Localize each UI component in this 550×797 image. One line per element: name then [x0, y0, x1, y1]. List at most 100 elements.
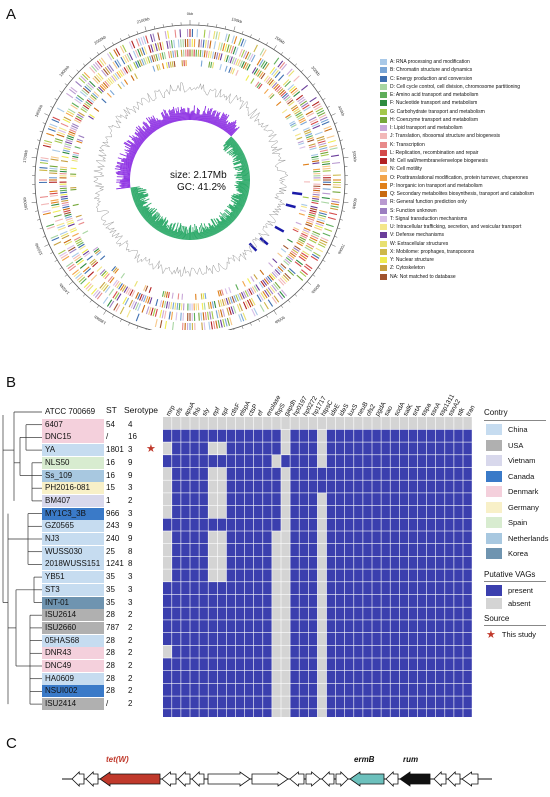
cds-mark [226, 34, 231, 43]
cds-mark [309, 209, 317, 213]
gc-skew-bar [223, 212, 234, 222]
scale-tick [136, 325, 139, 329]
cog-swatch [380, 273, 387, 280]
cds-mark [255, 69, 261, 76]
gc-skew-bar [200, 231, 203, 239]
vag-cell [190, 455, 199, 468]
cds-mark [329, 147, 338, 151]
gc-skew-bar [184, 227, 187, 240]
vag-cell [235, 683, 245, 696]
cds-mark [262, 291, 268, 299]
strain-st: 35 [106, 597, 115, 607]
cds-mark [111, 75, 117, 82]
cds-mark [330, 207, 339, 211]
vag-cell [244, 442, 254, 455]
vag-cell [445, 417, 454, 430]
cds-mark [78, 276, 86, 283]
gc-skew-bar [206, 108, 212, 123]
gc-skew-bar [165, 228, 169, 235]
vag-cell [372, 455, 381, 468]
cds-mark [223, 298, 227, 306]
vag-cell [354, 505, 363, 518]
strain-st: / [106, 432, 109, 442]
cds-mark [231, 35, 235, 44]
vag-cell [335, 429, 345, 442]
vag-cell [281, 607, 290, 620]
cds-mark [299, 119, 307, 124]
vag-cell [326, 594, 336, 607]
vag-cell [426, 709, 436, 717]
vag-cell [445, 645, 454, 658]
vag-cell [399, 442, 409, 455]
cds-mark [73, 119, 81, 124]
cds-mark [143, 57, 147, 65]
gc-skew-bar [133, 195, 148, 202]
gc-skew-bar [163, 109, 170, 124]
cog-label: D: Cell cycle control, cell division, ch… [390, 83, 521, 90]
vag-cell [363, 442, 372, 455]
gc-skew-bar [232, 143, 239, 149]
cog-swatch [380, 166, 387, 173]
cds-mark [143, 284, 147, 291]
strain-st: 787 [106, 622, 120, 632]
cds-mark [233, 295, 237, 303]
vag-cell [454, 544, 463, 557]
country-legend-item: China [486, 423, 528, 436]
vag-cell [299, 632, 308, 645]
cds-mark [199, 49, 202, 57]
strain-name: PH2016-081 [42, 482, 104, 495]
cog-label: X: Mobilome: prophages, transposons [390, 248, 475, 255]
gc-skew-bar [135, 136, 144, 143]
cog-swatch [380, 174, 387, 181]
cds-mark [231, 57, 235, 65]
cds-mark [281, 63, 288, 71]
gc-skew-bar [166, 113, 172, 124]
vag-cell [208, 569, 217, 582]
vag-cell [381, 467, 390, 480]
vag-cell [335, 505, 345, 518]
vag-cell [254, 556, 263, 569]
gc-skew-bar [235, 152, 244, 158]
cds-mark [277, 252, 283, 258]
vag-cell [299, 658, 308, 671]
cds-mark [288, 85, 296, 92]
cds-mark [242, 39, 247, 48]
cds-mark [330, 202, 340, 206]
gc-skew-bar [183, 108, 186, 121]
gc-skew-bar [241, 161, 248, 165]
vag-cell [190, 518, 199, 531]
scale-tick [266, 314, 268, 318]
cds-mark [78, 243, 85, 249]
scale-tick [89, 57, 93, 61]
country-legend-item: Vietnam [486, 454, 535, 467]
vag-cell [172, 442, 181, 455]
cds-mark [303, 129, 311, 133]
gc-skew-bar [116, 165, 132, 169]
vag-cell [217, 658, 227, 671]
cds-mark [172, 50, 175, 58]
strain-st: 28 [106, 635, 115, 645]
cds-mark [89, 66, 96, 74]
vag-cell [226, 429, 236, 442]
cds-mark [279, 62, 286, 69]
cds-mark [307, 215, 315, 219]
vag-cell [235, 645, 245, 658]
gc-skew-bar [214, 226, 219, 234]
vag-cell [417, 480, 427, 493]
strain-serotype: 9 [128, 470, 133, 480]
scale-tick [330, 244, 336, 247]
vag-cell [454, 442, 463, 455]
cds-mark [157, 42, 161, 51]
vag-cell [308, 696, 318, 709]
scale-tick [339, 139, 343, 141]
gc-skew-bar [193, 105, 195, 121]
scale-label: 0kb [187, 11, 194, 16]
scale-tick [96, 52, 100, 55]
vag-cell [354, 594, 363, 607]
cds-mark [129, 289, 134, 297]
cds-mark [70, 127, 78, 131]
cds-mark [122, 55, 128, 64]
gc-skew-bar [161, 111, 168, 125]
vag-cell [417, 556, 427, 569]
vag-cell [463, 505, 472, 518]
